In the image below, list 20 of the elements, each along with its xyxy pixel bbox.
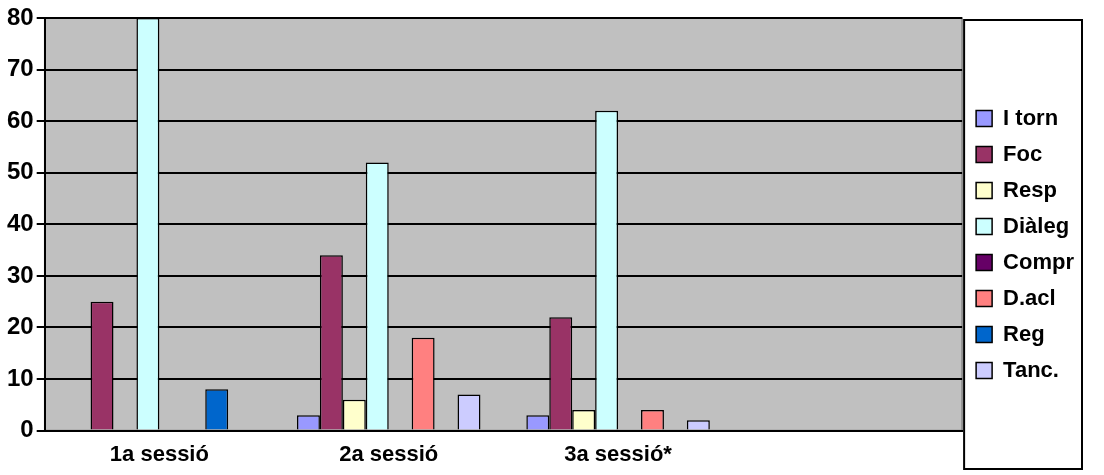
legend-label: Compr [1003,248,1075,274]
y-tick-label: 60 [6,105,34,133]
legend-label: D.acl [1003,284,1056,310]
y-tick-label: 40 [6,208,34,236]
y-tick-label: 0 [20,415,34,443]
y-tick-label: 20 [6,312,34,340]
y-tick-label: 30 [6,260,34,288]
x-tick-label: 3a sessió* [564,440,673,466]
x-tick-label: 1a sessió [109,440,209,466]
y-tick-label: 10 [6,363,34,391]
legend-label: Tanc. [1003,356,1059,382]
legend-label: Resp [1003,176,1057,202]
legend-label: Foc [1003,140,1043,166]
y-tick-label: 50 [6,157,34,185]
y-tick-label: 70 [6,54,34,82]
legend-label: Reg [1003,320,1045,346]
legend-label: I torn [1003,104,1059,130]
legend-label: Diàleg [1003,212,1070,238]
x-tick-label: 2a sessió [339,440,439,466]
y-tick-label: 80 [6,2,34,30]
